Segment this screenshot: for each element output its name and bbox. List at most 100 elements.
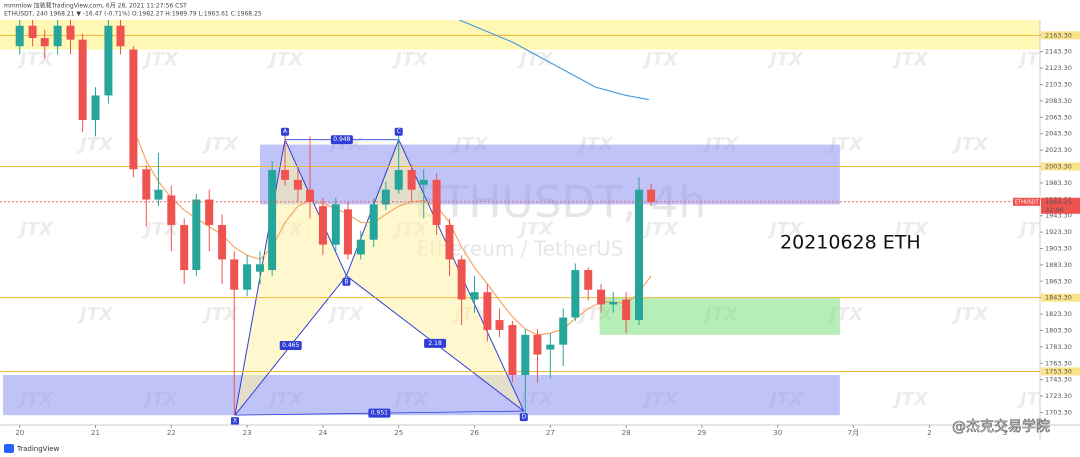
candle-body — [230, 259, 239, 290]
candle-body — [28, 25, 37, 39]
y-tick-label: 1983.30 — [1045, 179, 1072, 187]
candle-body — [268, 170, 277, 271]
y-tick-label: 2023.30 — [1045, 146, 1072, 154]
watermark-logo: JTX — [142, 49, 179, 70]
ratio-tag — [330, 135, 353, 145]
candle-body — [218, 224, 227, 260]
level-tag — [1041, 367, 1080, 376]
candle-body — [15, 25, 24, 47]
candle-body — [356, 239, 365, 255]
candle-body — [394, 170, 403, 190]
watermark-logo: JTX — [892, 219, 929, 240]
watermark-logo: JTX — [17, 49, 54, 70]
plot-area: ETHUSDT, 4h Ethereum / TetherUS JTXJTXJT… — [0, 20, 1054, 425]
ratio-label: 0.951 — [371, 410, 388, 417]
credit: @杰克交易学院 — [952, 418, 1050, 435]
candle-body — [142, 169, 151, 200]
candle-body — [647, 189, 656, 203]
candle-body — [470, 292, 479, 300]
level-tag — [1041, 293, 1080, 302]
pattern-point-label: X — [233, 418, 237, 425]
zone — [3, 374, 840, 416]
candle-body — [256, 264, 264, 272]
x-tick-label: 29 — [697, 429, 706, 437]
candle-body — [381, 189, 390, 205]
watermark-logo: JTX — [1017, 219, 1054, 240]
zone — [260, 144, 840, 205]
candle-body — [457, 259, 466, 300]
price-tag — [1041, 197, 1080, 214]
candle-body — [281, 170, 290, 180]
watermark-logo: JTX — [1017, 389, 1054, 410]
candle-body — [508, 324, 517, 375]
y-tick-label: 1863.30 — [1045, 277, 1072, 285]
x-tick-label: 7月 — [848, 429, 859, 437]
ratio-tag — [279, 340, 302, 350]
header-line: ETHUSDT, 240 1968.21 ▼ -16.47 (-0.71%) O… — [4, 11, 262, 18]
level-label: 2163.30 — [1045, 31, 1072, 39]
watermark-logo: JTX — [202, 134, 239, 155]
candle-body — [432, 179, 441, 225]
watermark-logo: JTX — [642, 219, 679, 240]
candle-body — [243, 264, 252, 290]
moving-average — [459, 20, 649, 101]
y-tick-label: 1903.30 — [1045, 244, 1072, 252]
candle-body — [129, 49, 138, 170]
level-label: 2003.30 — [1045, 163, 1072, 171]
candle-body — [306, 189, 315, 203]
x-tick-label: 20 — [15, 429, 24, 437]
watermark-logo: JTX — [642, 49, 679, 70]
pattern-point-label: C — [397, 128, 401, 135]
y-tick-label: 2123.30 — [1045, 64, 1072, 72]
ratio-tag — [368, 408, 391, 418]
y-tick-label: 1883.30 — [1045, 261, 1072, 269]
candle-body — [66, 25, 75, 40]
candle-body — [104, 25, 113, 96]
candle-body — [91, 95, 100, 121]
x-tick-label: 28 — [622, 429, 631, 437]
y-tick-label: 2103.30 — [1045, 81, 1072, 89]
candle-body — [407, 170, 416, 190]
candle-body — [533, 334, 542, 355]
y-tick-label: 2143.30 — [1045, 48, 1072, 56]
candle-body — [609, 302, 618, 305]
y-tick-label: 1823.30 — [1045, 310, 1072, 318]
ratio-label: 2.18 — [428, 340, 442, 347]
ratio-label: 0.465 — [282, 342, 299, 349]
candle-body — [78, 39, 87, 121]
candle-body — [622, 299, 631, 321]
y-tick-label: 2063.30 — [1045, 113, 1072, 121]
x-tick-label: 26 — [470, 429, 479, 437]
candle-body — [192, 199, 201, 271]
zone — [0, 20, 1040, 50]
level-label: 1843.30 — [1045, 294, 1072, 302]
y-tick-label: 1783.30 — [1045, 343, 1072, 351]
header-line: mmmlow 加装载TradingView.com, 6月 28, 2021 1… — [4, 2, 187, 10]
x-tick-label: 21 — [91, 429, 100, 437]
candle-body — [167, 195, 176, 225]
annotation: 20210628 ETH — [780, 232, 921, 254]
candle-body — [205, 199, 214, 225]
pattern-point-tag — [342, 277, 351, 286]
watermark-logo: JTX — [202, 304, 239, 325]
pattern-point-label: D — [521, 414, 526, 421]
level-tag — [1041, 162, 1080, 171]
price-tag — [1013, 197, 1040, 206]
watermark-logo: JTX — [392, 49, 429, 70]
candle-body — [559, 317, 568, 345]
y-tick-label: 1743.30 — [1045, 376, 1072, 384]
watermark-logo: JTX — [1017, 49, 1054, 70]
ratio-tag — [424, 338, 447, 348]
watermark-logo: JTX — [767, 49, 804, 70]
y-tick-label: 1923.30 — [1045, 228, 1072, 236]
x-tick-label: 27 — [546, 429, 555, 437]
candle-body — [331, 204, 340, 245]
brand-logo — [4, 444, 14, 453]
candle-body — [40, 38, 49, 47]
watermark-logo: JTX — [77, 134, 114, 155]
candle-body — [445, 224, 454, 260]
candle-body — [546, 344, 555, 350]
candle-body — [369, 204, 378, 240]
pattern-point-tag — [519, 413, 528, 422]
